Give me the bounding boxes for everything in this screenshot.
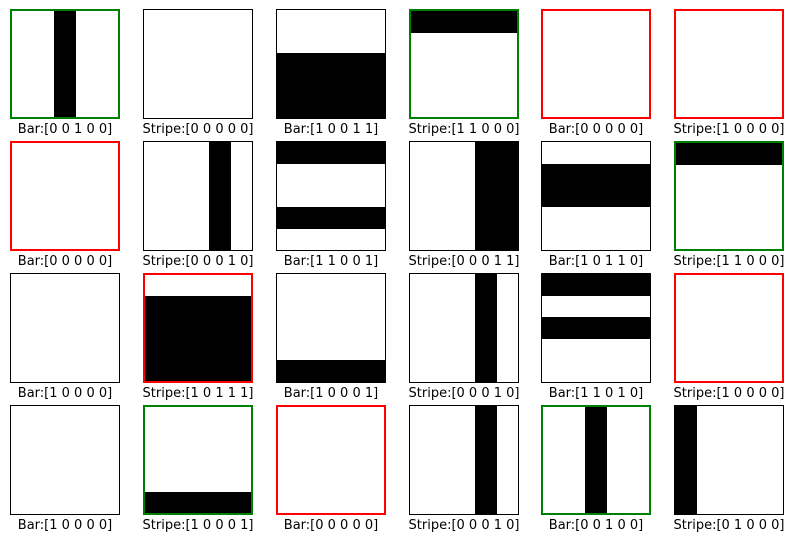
- pattern-panel: [409, 141, 519, 251]
- panel-label: Stripe:[1 0 0 0 0]: [673, 122, 785, 137]
- bar-block: [208, 142, 231, 250]
- panel-label: Stripe:[0 0 0 1 0]: [142, 254, 254, 269]
- bar-block: [496, 142, 518, 250]
- pattern-panel: [541, 273, 651, 383]
- panel-label: Stripe:[1 0 0 0 0]: [673, 386, 785, 401]
- pattern-panel: [541, 405, 651, 515]
- pattern-panel: [276, 273, 386, 383]
- panel-label: Bar:[1 0 1 1 0]: [548, 254, 644, 269]
- panel-label: Bar:[0 0 1 0 0]: [17, 122, 113, 137]
- stripe-block: [277, 142, 385, 165]
- pattern-panel: [143, 141, 253, 251]
- stripe-block: [145, 338, 251, 361]
- panel-label: Stripe:[0 0 0 1 0]: [408, 518, 520, 533]
- pattern-panel: [10, 405, 120, 515]
- panel-label: Stripe:[0 0 0 1 1]: [408, 254, 520, 269]
- pattern-panel: [10, 9, 120, 119]
- panel-label: Stripe:[0 0 0 1 0]: [408, 386, 520, 401]
- panel-label: Stripe:[0 1 0 0 0]: [673, 518, 785, 533]
- pattern-panel: [409, 405, 519, 515]
- bar-block: [54, 11, 77, 117]
- panel-label: Stripe:[1 1 0 0 0]: [408, 122, 520, 137]
- stripe-block: [277, 53, 385, 76]
- panel-label: Bar:[0 0 0 0 0]: [17, 254, 113, 269]
- stripe-block: [277, 206, 385, 229]
- stripe-block: [145, 296, 251, 318]
- pattern-panel: [276, 141, 386, 251]
- pattern-panel: [143, 9, 253, 119]
- pattern-panel: [276, 9, 386, 119]
- panel-label: Bar:[1 0 0 0 0]: [17, 518, 113, 533]
- stripe-block: [676, 143, 782, 165]
- pattern-panel: [276, 405, 386, 515]
- panel-label: Bar:[0 0 0 0 0]: [548, 122, 644, 137]
- pattern-panel: [674, 405, 784, 515]
- panel-label: Bar:[1 1 0 1 0]: [548, 386, 644, 401]
- bar-block: [675, 406, 698, 514]
- panel-label: Stripe:[1 0 0 0 1]: [142, 518, 254, 533]
- bar-block: [474, 406, 497, 514]
- stripe-block: [542, 274, 650, 297]
- pattern-panel: [10, 141, 120, 251]
- stripe-block: [542, 317, 650, 340]
- pattern-panel: [143, 273, 253, 383]
- pattern-panel: [674, 9, 784, 119]
- panel-label: Bar:[1 0 0 0 0]: [17, 386, 113, 401]
- stripe-block: [542, 163, 650, 186]
- stripe-block: [277, 74, 385, 97]
- panel-label: Stripe:[1 1 0 0 0]: [673, 254, 785, 269]
- pattern-panel: [674, 141, 784, 251]
- pattern-panel: [143, 405, 253, 515]
- panel-label: Stripe:[1 0 1 1 1]: [142, 386, 254, 401]
- panel-label: Bar:[1 1 0 0 1]: [283, 254, 379, 269]
- panel-label: Bar:[0 0 0 0 0]: [283, 518, 379, 533]
- pattern-panel: [541, 9, 651, 119]
- panel-label: Bar:[1 0 0 1 1]: [283, 122, 379, 137]
- stripe-block: [145, 317, 251, 340]
- stripe-block: [145, 359, 251, 381]
- stripe-block: [145, 491, 251, 513]
- bar-block: [474, 274, 497, 382]
- bar-block: [585, 407, 608, 513]
- bar-block: [474, 142, 497, 250]
- pattern-panel: [10, 273, 120, 383]
- pattern-panel: [409, 9, 519, 119]
- panel-label: Bar:[1 0 0 0 1]: [283, 386, 379, 401]
- stripe-block: [542, 185, 650, 208]
- pattern-panel: [409, 273, 519, 383]
- stripe-block: [411, 11, 517, 33]
- stripe-block: [277, 360, 385, 382]
- stripe-block: [277, 96, 385, 118]
- pattern-panel: [541, 141, 651, 251]
- panel-label: Bar:[0 0 1 0 0]: [548, 518, 644, 533]
- panel-label: Stripe:[0 0 0 0 0]: [142, 122, 254, 137]
- pattern-panel: [674, 273, 784, 383]
